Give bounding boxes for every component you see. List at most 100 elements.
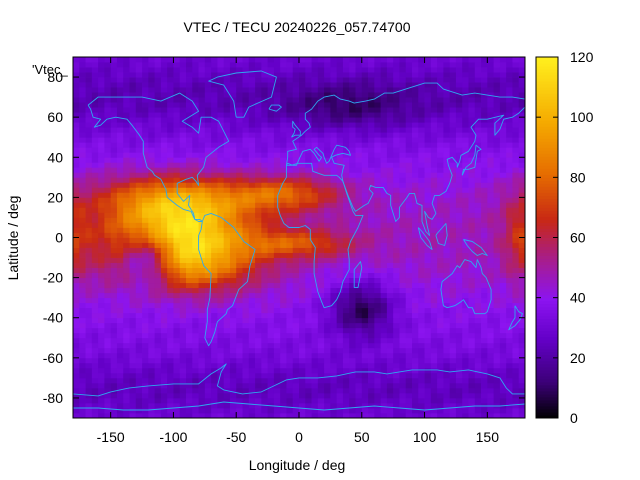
heatmap-cell bbox=[449, 242, 457, 248]
heatmap-cell bbox=[116, 182, 124, 188]
heatmap-cell bbox=[110, 177, 118, 183]
heatmap-cell bbox=[135, 222, 143, 228]
heatmap-cell bbox=[349, 332, 356, 339]
heatmap-cell bbox=[368, 342, 375, 349]
heatmap-cell bbox=[192, 67, 199, 73]
heatmap-cell bbox=[261, 72, 269, 78]
heatmap-cell bbox=[110, 302, 118, 309]
heatmap-cell bbox=[342, 317, 350, 324]
heatmap-cell bbox=[229, 382, 237, 389]
heatmap-cell bbox=[399, 307, 407, 314]
heatmap-cell bbox=[399, 382, 407, 389]
heatmap-cell bbox=[104, 342, 112, 349]
heatmap-cell bbox=[148, 342, 156, 349]
heatmap-cell bbox=[374, 282, 382, 289]
heatmap-cell bbox=[104, 317, 112, 324]
heatmap-cell bbox=[462, 387, 469, 394]
heatmap-cell bbox=[211, 407, 218, 414]
heatmap-cell bbox=[167, 167, 174, 173]
heatmap-cell bbox=[116, 327, 124, 334]
heatmap-cell bbox=[229, 132, 237, 138]
heatmap-cell bbox=[437, 322, 444, 329]
heatmap-cells bbox=[73, 57, 526, 419]
heatmap-cell bbox=[506, 332, 513, 339]
heatmap-cell bbox=[104, 112, 112, 118]
heatmap-cell bbox=[361, 102, 369, 108]
heatmap-cell bbox=[85, 222, 93, 228]
heatmap-cell bbox=[512, 267, 520, 273]
heatmap-cell bbox=[317, 187, 325, 193]
heatmap-cell bbox=[129, 112, 137, 118]
heatmap-cell bbox=[104, 332, 112, 339]
heatmap-cell bbox=[85, 297, 93, 304]
heatmap-cell bbox=[98, 82, 105, 88]
heatmap-cell bbox=[104, 182, 112, 188]
heatmap-cell bbox=[449, 132, 457, 138]
heatmap-cell bbox=[518, 212, 526, 218]
heatmap-cell bbox=[393, 292, 400, 299]
heatmap-cell bbox=[167, 292, 174, 299]
heatmap-cell bbox=[355, 272, 363, 279]
heatmap-cell bbox=[311, 242, 319, 248]
heatmap-cell bbox=[462, 87, 469, 93]
heatmap-cell bbox=[255, 312, 262, 319]
heatmap-cell bbox=[135, 97, 143, 103]
heatmap-cell bbox=[229, 267, 237, 273]
heatmap-cell bbox=[443, 162, 451, 168]
heatmap-cell bbox=[405, 392, 413, 399]
heatmap-cell bbox=[255, 252, 262, 258]
heatmap-cell bbox=[481, 122, 488, 128]
heatmap-cell bbox=[280, 277, 287, 284]
heatmap-cell bbox=[91, 197, 99, 203]
heatmap-cell bbox=[267, 182, 275, 188]
heatmap-cell bbox=[430, 287, 438, 294]
heatmap-cell bbox=[468, 262, 476, 268]
heatmap-cell bbox=[512, 152, 520, 158]
heatmap-cell bbox=[299, 232, 306, 238]
heatmap-cell bbox=[160, 162, 168, 168]
heatmap-cell bbox=[217, 252, 225, 258]
heatmap-cell bbox=[248, 197, 256, 203]
heatmap-cell bbox=[349, 227, 356, 233]
heatmap-cell bbox=[91, 402, 99, 409]
heatmap-cell bbox=[148, 72, 156, 78]
heatmap-cell bbox=[449, 122, 457, 128]
heatmap-cell bbox=[487, 337, 495, 344]
heatmap-cell bbox=[98, 112, 105, 118]
heatmap-cell bbox=[424, 372, 432, 379]
heatmap-cell bbox=[386, 137, 394, 143]
heatmap-cell bbox=[493, 122, 501, 128]
heatmap-cell bbox=[204, 237, 212, 243]
heatmap-cell bbox=[160, 402, 168, 409]
heatmap-cell bbox=[110, 197, 118, 203]
heatmap-cell bbox=[418, 237, 425, 243]
heatmap-cell bbox=[418, 182, 425, 188]
heatmap-cell bbox=[286, 252, 294, 258]
heatmap-cell bbox=[217, 237, 225, 243]
heatmap-cell bbox=[393, 222, 400, 228]
heatmap-cell bbox=[299, 127, 306, 133]
heatmap-cell bbox=[424, 137, 432, 143]
heatmap-cell bbox=[399, 312, 407, 319]
heatmap-cell bbox=[154, 77, 162, 83]
heatmap-cell bbox=[412, 292, 419, 299]
heatmap-cell bbox=[455, 392, 463, 399]
heatmap-cell bbox=[223, 122, 231, 128]
heatmap-cell bbox=[123, 227, 130, 233]
heatmap-cell bbox=[336, 192, 344, 198]
heatmap-cell bbox=[142, 162, 149, 168]
heatmap-cell bbox=[160, 152, 168, 158]
heatmap-cell bbox=[443, 367, 451, 374]
heatmap-cell bbox=[73, 332, 80, 339]
heatmap-cell bbox=[374, 172, 382, 178]
heatmap-cell bbox=[154, 347, 162, 354]
heatmap-cell bbox=[487, 407, 495, 414]
heatmap-cell bbox=[399, 192, 407, 198]
heatmap-cell bbox=[336, 347, 344, 354]
heatmap-cell bbox=[462, 232, 469, 238]
heatmap-cell bbox=[449, 227, 457, 233]
heatmap-cell bbox=[330, 377, 338, 384]
heatmap-cell bbox=[405, 137, 413, 143]
heatmap-cell bbox=[330, 152, 338, 158]
heatmap-cell bbox=[342, 227, 350, 233]
